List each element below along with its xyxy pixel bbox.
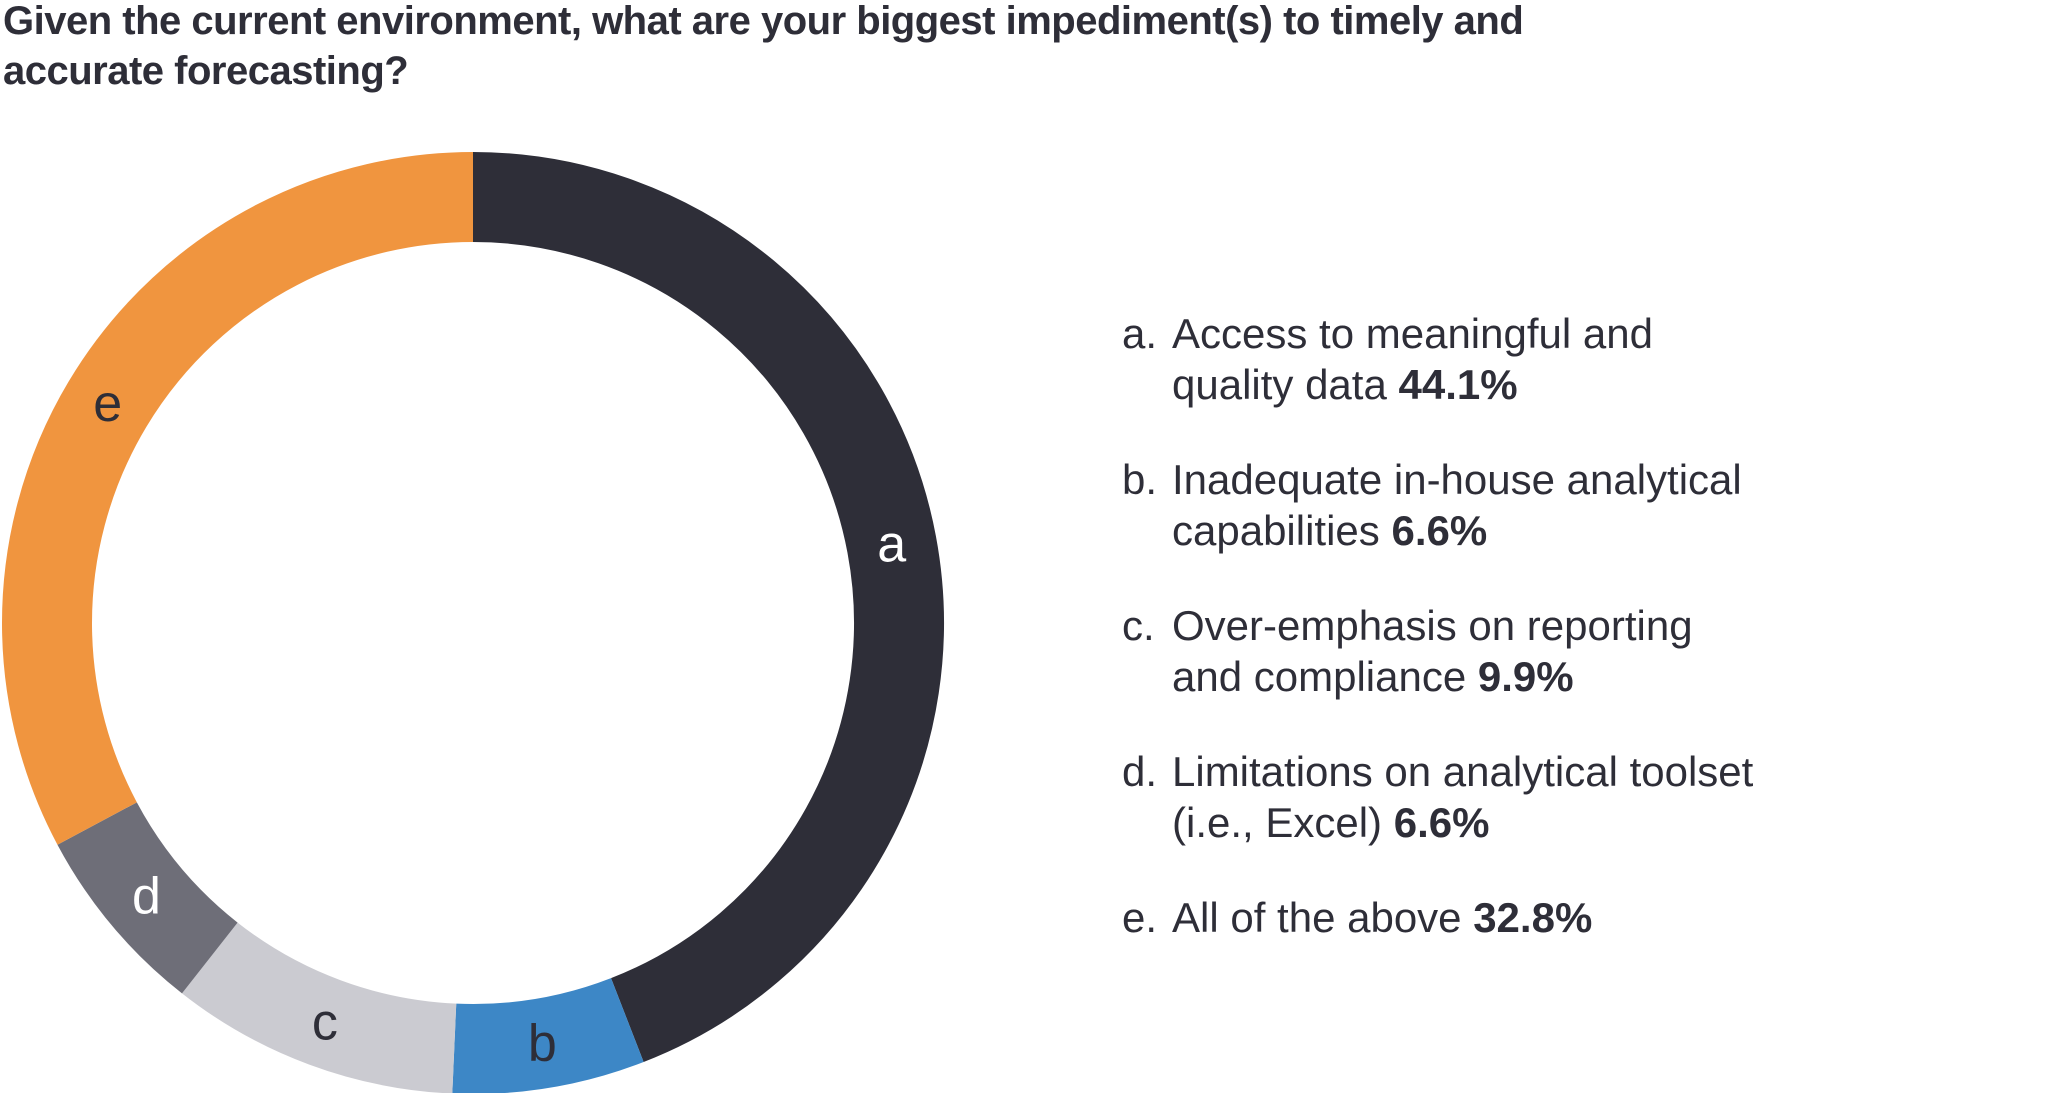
legend-label: Over-emphasis on reporting and compliance… (1172, 602, 1693, 700)
donut-label-e: e (93, 375, 122, 433)
legend-percentage: 44.1% (1398, 361, 1518, 408)
donut-segment-e (2, 152, 474, 845)
legend-percentage: 32.8% (1473, 894, 1593, 941)
legend-marker: e. (1122, 894, 1158, 941)
page-title-line-2: accurate forecasting? (3, 49, 409, 93)
legend-marker: c. (1122, 602, 1155, 649)
page-title: Given the current environment, what are … (3, 0, 1853, 96)
legend-label: All of the above 32.8% (1172, 894, 1593, 941)
legend-label: Inadequate in-house analytical capabiliti… (1172, 456, 1742, 554)
donut-label-a: a (877, 515, 906, 573)
legend-label: Limitations on analytical toolset (i.e., … (1172, 748, 1754, 846)
donut-chart-svg: a b c d e (2, 152, 944, 1093)
legend-item-d: d. Limitations on analytical toolset (i.e.… (1122, 746, 1902, 848)
legend-item-c: c. Over-emphasis on reporting and complian… (1122, 600, 1902, 702)
donut-label-c: c (312, 993, 338, 1051)
legend-percentage: 6.6% (1393, 799, 1490, 846)
legend-marker: d. (1122, 748, 1158, 795)
donut-segment-d (57, 801, 239, 994)
legend-percentage: 6.6% (1391, 507, 1488, 554)
donut-segment-b (452, 977, 644, 1093)
legend-percentage: 9.9% (1477, 653, 1574, 700)
legend-marker: b. (1122, 456, 1158, 503)
page-title-line-1: Given the current environment, what are … (3, 0, 1524, 43)
legend-label: Access to meaningful and quality data 44.… (1172, 310, 1653, 408)
donut-label-d: d (132, 868, 161, 926)
legend-item-e: e. All of the above 32.8% (1122, 892, 1902, 943)
legend-item-b: b. Inadequate in-house analytical capabili… (1122, 454, 1902, 556)
donut-chart: a b c d e (0, 0, 960, 1093)
donut-label-b: b (528, 1014, 557, 1072)
legend-item-a: a. Access to meaningful and quality data 4… (1122, 308, 1902, 410)
donut-segment-c (181, 922, 457, 1093)
chart-legend: a. Access to meaningful and quality data 4… (1122, 308, 1902, 943)
legend-marker: a. (1122, 310, 1158, 357)
donut-segment-a (472, 152, 944, 1062)
